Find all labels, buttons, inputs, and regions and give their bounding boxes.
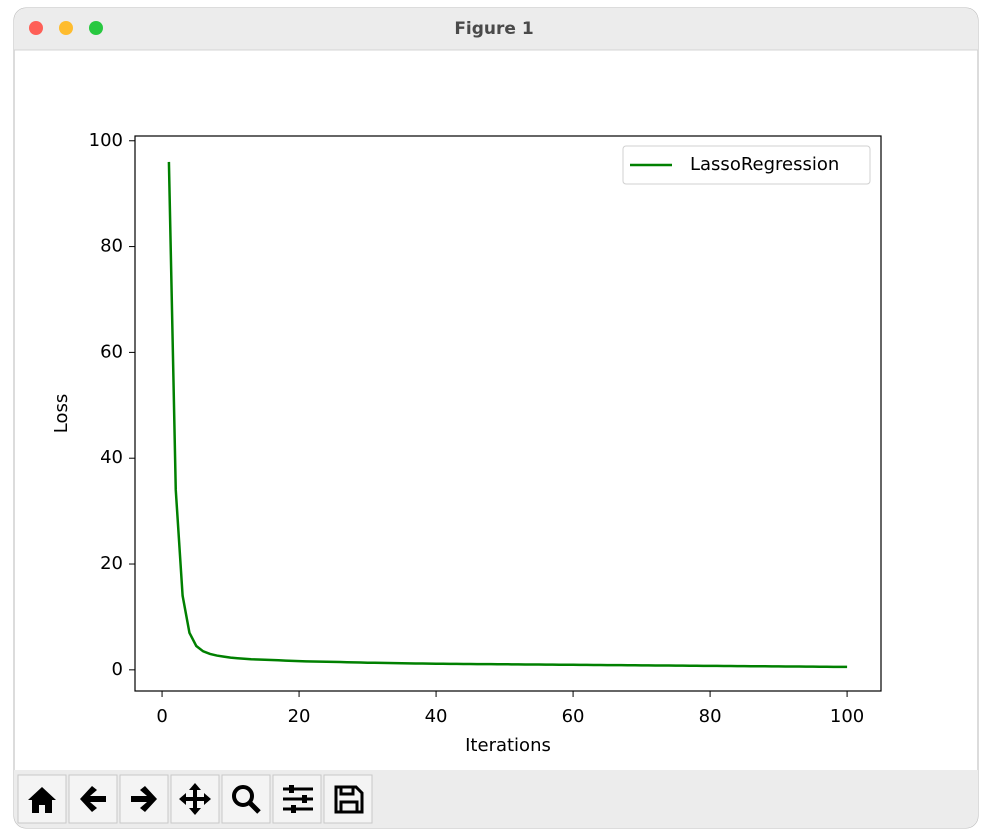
zoom-rect-button[interactable]: [221, 774, 271, 824]
zoom-button[interactable]: [89, 21, 103, 35]
y-axis-label: Loss: [51, 394, 72, 433]
y-tick-label: 100: [89, 130, 123, 151]
y-tick-label: 80: [100, 236, 123, 257]
axes-frame: [134, 135, 882, 692]
minimize-button[interactable]: [59, 21, 73, 35]
x-tick-label: 80: [699, 706, 722, 727]
legend-label: LassoRegression: [690, 154, 839, 175]
plot-area: [135, 136, 881, 691]
legend: LassoRegression: [622, 145, 871, 185]
pan-button[interactable]: [170, 774, 220, 824]
back-button[interactable]: [68, 774, 118, 824]
x-tick-label: 60: [562, 706, 585, 727]
y-tick-label: 40: [100, 447, 123, 468]
x-axis-label: Iterations: [465, 735, 551, 756]
y-tick-label: 20: [100, 553, 123, 574]
x-tick-label: 100: [830, 706, 864, 727]
window-title: Figure 1: [454, 19, 533, 39]
forward-button[interactable]: [119, 774, 169, 824]
legend-box: [622, 145, 871, 185]
save-button[interactable]: [323, 774, 373, 824]
y-tick-label: 0: [112, 659, 123, 680]
y-tick-label: 60: [100, 341, 123, 362]
configure-button[interactable]: [272, 774, 322, 824]
close-button[interactable]: [29, 21, 43, 35]
x-tick-label: 20: [288, 706, 311, 727]
x-tick-label: 0: [156, 706, 167, 727]
line: [167, 161, 848, 669]
home-button[interactable]: [17, 774, 67, 824]
title-bar: [14, 8, 978, 50]
x-tick-label: 40: [425, 706, 448, 727]
plot: 0 20 40 60 80 100 0 20 40 60 80 100 Iterations Loss La…: [51, 130, 882, 756]
